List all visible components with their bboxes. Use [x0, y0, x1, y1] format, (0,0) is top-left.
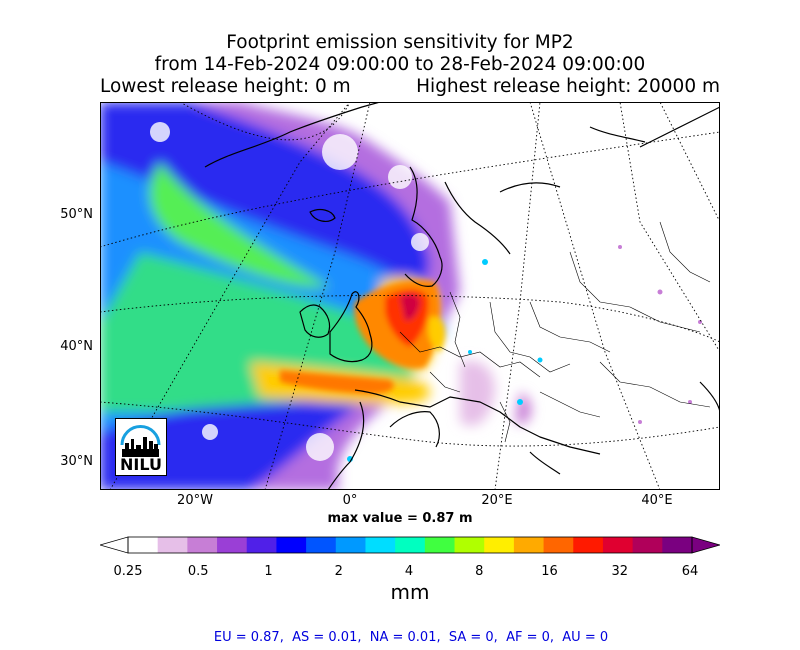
colorbar-tick-label: 0.25	[113, 564, 143, 579]
lon-label-40e: 40°E	[641, 493, 673, 508]
colorbar-segment	[217, 537, 248, 553]
colorbar-segment	[335, 537, 367, 553]
colorbar-segment	[602, 537, 634, 553]
colorbar-segment	[662, 537, 693, 553]
colorbar-segment	[306, 537, 337, 553]
coastlines	[204, 102, 720, 490]
highest-release-height: Highest release height: 20000 m	[416, 76, 720, 97]
lon-label-20w: 20°W	[177, 493, 213, 508]
colorbar-min-extend	[100, 536, 129, 554]
colorbar-segment	[543, 537, 574, 553]
colorbar-unit: mm	[390, 580, 430, 604]
colorbar-tick-label: 64	[681, 564, 699, 579]
colorbar	[100, 536, 720, 554]
colorbar-segment	[395, 537, 426, 553]
chart-subtitle-period: from 14-Feb-2024 09:00:00 to 28-Feb-2024…	[154, 54, 646, 75]
colorbar-segment	[454, 537, 485, 553]
lat-label-50n: 50°N	[60, 207, 93, 222]
max-value-label: max value = 0.87 m	[327, 511, 473, 526]
colorbar-tick-label: 4	[404, 564, 414, 579]
colorbar-segment	[246, 537, 278, 553]
colorbar-segment	[424, 537, 456, 553]
colorbar-tick-label: 32	[611, 564, 629, 579]
region-summary: EU = 0.87, AS = 0.01, NA = 0.01, SA = 0,…	[213, 630, 609, 645]
colorbar-segment	[484, 537, 515, 553]
colorbar-max-extend	[691, 536, 720, 554]
colorbar-tick-label: 0.5	[187, 564, 209, 579]
country-borders	[399, 221, 711, 443]
lon-label-20e: 20°E	[481, 493, 513, 508]
colorbar-segment	[128, 537, 159, 553]
nilu-logo: NILU	[115, 418, 167, 476]
colorbar-tick-label: 16	[541, 564, 558, 579]
nilu-skyline-icon	[120, 425, 161, 457]
colorbar-segment	[632, 537, 663, 553]
colorbar-segment	[573, 537, 604, 553]
lon-label-0: 0°	[342, 493, 358, 508]
lowest-release-height: Lowest release height: 0 m	[100, 76, 351, 97]
lat-label-30n: 30°N	[60, 454, 93, 469]
colorbar-tick-label: 2	[334, 564, 343, 579]
colorbar-segment	[157, 537, 188, 553]
colorbar-segment	[187, 537, 218, 553]
colorbar-segment	[276, 537, 307, 553]
colorbar-tick-label: 8	[475, 564, 484, 579]
footprint-map	[100, 102, 720, 490]
colorbar-segment	[513, 537, 545, 553]
nilu-logo-text: NILU	[120, 455, 162, 474]
colorbar-tick-label: 1	[264, 564, 273, 579]
colorbar-segment	[365, 537, 396, 553]
chart-title: Footprint emission sensitivity for MP2	[226, 32, 574, 53]
lat-label-40n: 40°N	[60, 339, 93, 354]
